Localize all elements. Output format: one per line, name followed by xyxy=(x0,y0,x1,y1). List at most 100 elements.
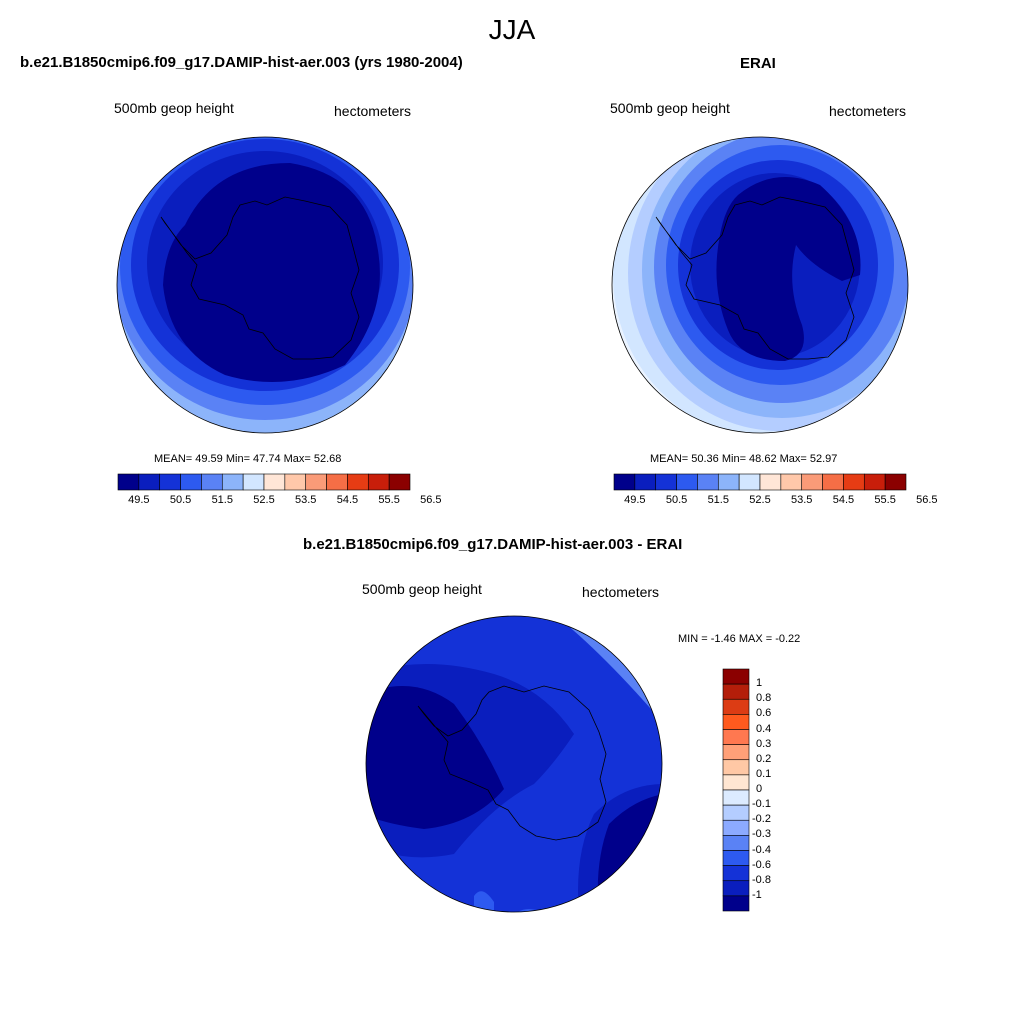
model-colorbar-ticks: 49.5 50.5 51.5 52.5 53.5 54.5 55.5 56.5 xyxy=(118,494,441,508)
colorbar-tick-label: 0.4 xyxy=(756,722,772,735)
colorbar-tick-label: 49.5 xyxy=(624,494,646,506)
colorbar-swatch xyxy=(722,835,750,851)
colorbar-swatch xyxy=(722,774,750,791)
colorbar-tick-label: 49.5 xyxy=(128,494,150,506)
colorbar-swatch xyxy=(801,473,823,491)
colorbar-tick-label: 52.5 xyxy=(749,494,771,506)
difference-variable-label: 500mb geop height xyxy=(362,581,482,597)
colorbar-tick-label: -1 xyxy=(752,888,762,901)
difference-colorbar xyxy=(722,668,750,912)
colorbar-swatch xyxy=(759,473,782,491)
colorbar-swatch xyxy=(722,729,750,745)
colorbar-tick-label: 0.3 xyxy=(756,737,772,750)
model-panel-title: b.e21.B1850cmip6.f09_g17.DAMIP-hist-aer.… xyxy=(20,54,463,71)
season-title: JJA xyxy=(488,14,536,45)
colorbar-swatch xyxy=(884,473,907,491)
colorbar-swatch xyxy=(722,714,750,730)
colorbar-tick-label: 54.5 xyxy=(336,494,359,506)
erai-panel-title: ERAI xyxy=(740,55,776,72)
colorbar-swatch xyxy=(722,698,750,715)
colorbar-tick-label: 56.5 xyxy=(420,494,442,506)
erai-colorbar-ticks: 49.5 50.5 51.5 52.5 53.5 54.5 55.5 56.5 xyxy=(614,494,937,508)
colorbar-tick-label: -0.3 xyxy=(752,828,771,841)
colorbar-swatch xyxy=(780,473,803,491)
colorbar-swatch xyxy=(722,865,750,882)
colorbar-swatch xyxy=(676,473,698,491)
colorbar-swatch xyxy=(388,473,411,491)
model-stats: MEAN= 49.59 Min= 47.74 Max= 52.68 xyxy=(154,453,342,465)
colorbar-tick-label: 55.5 xyxy=(378,494,400,506)
colorbar-swatch xyxy=(722,819,750,836)
colorbar-tick-label: 0 xyxy=(756,783,763,795)
colorbar-swatch xyxy=(722,668,750,685)
colorbar-swatch xyxy=(613,473,636,491)
colorbar-tick-label: -0.2 xyxy=(752,813,771,826)
difference-stats: MIN = -1.46 MAX = -0.22 xyxy=(678,633,801,645)
colorbar-swatch xyxy=(722,759,750,776)
colorbar-swatch xyxy=(221,473,244,491)
colorbar-tick-label: 0.1 xyxy=(756,767,772,780)
colorbar-swatch xyxy=(263,473,286,491)
colorbar-swatch xyxy=(722,789,750,806)
colorbar-tick-label: 56.5 xyxy=(916,494,938,506)
colorbar-swatch xyxy=(717,473,740,491)
colorbar-swatch xyxy=(180,473,202,491)
colorbar-swatch xyxy=(117,473,140,491)
colorbar-tick-label: -0.6 xyxy=(752,858,771,871)
colorbar-tick-label: 0.6 xyxy=(756,707,772,720)
colorbar-swatch xyxy=(326,473,348,491)
colorbar-tick-label: 53.5 xyxy=(790,494,813,506)
model-polar-map xyxy=(116,136,414,434)
colorbar-tick-label: 50.5 xyxy=(169,494,192,506)
colorbar-tick-label: 51.5 xyxy=(707,494,729,506)
difference-units-label: hectometers xyxy=(582,584,660,600)
model-colorbar xyxy=(117,473,411,491)
colorbar-swatch xyxy=(722,683,750,700)
colorbar-swatch xyxy=(722,895,750,912)
colorbar-swatch xyxy=(655,473,677,491)
difference-panel-title: b.e21.B1850cmip6.f09_g17.DAMIP-hist-aer.… xyxy=(303,536,683,553)
colorbar-swatch xyxy=(738,473,761,491)
colorbar-swatch xyxy=(367,473,390,491)
antarctica-coastline xyxy=(655,196,855,360)
colorbar-tick-label: 0.8 xyxy=(756,692,772,705)
colorbar-swatch xyxy=(722,744,750,761)
colorbar-tick-label: 0.2 xyxy=(756,752,772,765)
colorbar-tick-label: 1 xyxy=(756,677,763,690)
colorbar-tick-label: 52.5 xyxy=(253,494,275,506)
colorbar-swatch xyxy=(201,473,223,491)
erai-polar-map xyxy=(611,136,909,434)
colorbar-swatch xyxy=(347,473,369,491)
colorbar-tick-label: 55.5 xyxy=(874,494,896,506)
model-variable-label: 500mb geop height xyxy=(114,100,234,116)
colorbar-swatch xyxy=(722,880,750,897)
colorbar-tick-label: 50.5 xyxy=(665,494,688,506)
colorbar-swatch xyxy=(284,473,307,491)
colorbar-swatch xyxy=(242,473,265,491)
colorbar-swatch xyxy=(634,473,657,491)
colorbar-swatch xyxy=(305,473,327,491)
colorbar-swatch xyxy=(722,850,750,866)
colorbar-swatch xyxy=(159,473,181,491)
model-units-label: hectometers xyxy=(334,103,412,119)
erai-colorbar xyxy=(613,473,907,491)
colorbar-swatch xyxy=(822,473,844,491)
colorbar-tick-label: -0.1 xyxy=(752,798,771,811)
colorbar-swatch xyxy=(722,804,750,821)
erai-units-label: hectometers xyxy=(829,103,907,119)
erai-variable-label: 500mb geop height xyxy=(610,100,730,116)
colorbar-tick-label: -0.4 xyxy=(752,843,771,856)
colorbar-swatch xyxy=(843,473,865,491)
colorbar-tick-label: 51.5 xyxy=(211,494,233,506)
colorbar-tick-label: 53.5 xyxy=(294,494,317,506)
difference-polar-map xyxy=(365,615,663,913)
colorbar-tick-label: 54.5 xyxy=(832,494,855,506)
colorbar-swatch xyxy=(138,473,161,491)
colorbar-swatch xyxy=(697,473,719,491)
difference-colorbar-ticks: 1 0.8 0.6 0.4 0.3 0.2 0.1 0 -0.1 -0.2 -0.3 -0.4 -0.6… xyxy=(752,669,792,911)
antarctica-coastline xyxy=(417,685,607,841)
colorbar-tick-label: -0.8 xyxy=(752,873,771,886)
antarctica-coastline xyxy=(160,196,360,360)
colorbar-swatch xyxy=(863,473,886,491)
erai-stats: MEAN= 50.36 Min= 48.62 Max= 52.97 xyxy=(650,453,838,465)
